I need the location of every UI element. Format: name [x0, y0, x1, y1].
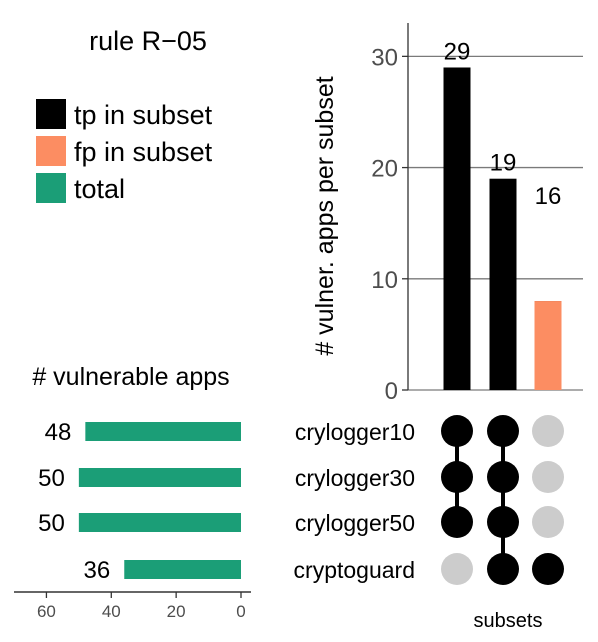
set-size-bar: [78, 468, 241, 487]
set-size-chart: # vulnerable apps 48 50 50 36 60 40 20 0: [14, 363, 251, 621]
legend-label-fp: fp in subset: [74, 137, 213, 167]
set-name-label: crylogger30: [295, 465, 415, 491]
set-size-title: # vulnerable apps: [32, 363, 229, 391]
legend-swatch-total: [36, 173, 66, 203]
bar-fp: [534, 301, 562, 390]
legend-label-tp: tp in subset: [74, 100, 213, 130]
matrix-dot-active: [532, 553, 564, 585]
matrix-dot-active: [487, 506, 519, 538]
chart-title: rule R−05: [89, 26, 207, 56]
set-name-label: cryptoguard: [294, 557, 415, 583]
set-size-tick-label: 60: [37, 602, 56, 621]
matrix-dot-active: [487, 461, 519, 493]
legend-swatch-fp: [36, 136, 66, 166]
legend-label-total: total: [74, 174, 125, 204]
set-size-tick-label: 0: [236, 602, 245, 621]
legend-swatch-tp: [36, 99, 66, 129]
y-axis-label: # vulner. apps per subset: [311, 76, 339, 355]
matrix-dot-inactive: [532, 415, 564, 447]
set-name-label: crylogger50: [295, 510, 415, 536]
matrix-dot-inactive: [532, 506, 564, 538]
matrix-dot-active: [441, 461, 473, 493]
matrix-dot-active: [441, 415, 473, 447]
y-axis-ticks: 0 10 20 30: [371, 23, 409, 405]
set-name-label: crylogger10: [295, 419, 415, 445]
y-tick-label: 10: [371, 267, 398, 294]
set-size-bars: 48 50 50 36: [38, 419, 241, 584]
set-size-ticks: 60 40 20 0: [37, 592, 246, 621]
matrix-dot-active: [487, 553, 519, 585]
set-size-bar: [85, 422, 241, 441]
set-size-tick-label: 20: [167, 602, 186, 621]
bar-tp: [489, 178, 517, 390]
y-tick-label: 20: [371, 156, 398, 183]
matrix-dot-inactive: [441, 553, 473, 585]
y-tick-label: 30: [371, 44, 398, 71]
set-size-value-label: 50: [38, 465, 65, 492]
membership-matrix: [441, 415, 564, 585]
set-size-value-label: 50: [38, 510, 65, 537]
matrix-xlabel: subsets: [474, 610, 543, 632]
bar-value-label: 16: [535, 183, 562, 210]
set-size-value-label: 36: [84, 557, 111, 584]
bar-value-label: 29: [444, 38, 471, 65]
set-names: crylogger10 crylogger30 crylogger50 cryptog…: [294, 419, 415, 583]
legend: tp in subset fp in subset total: [36, 99, 213, 204]
set-size-bar: [124, 560, 241, 579]
set-size-value-label: 48: [45, 419, 72, 446]
bar-tp: [443, 67, 471, 390]
intersection-bar-chart: # vulner. apps per subset 0 10 20 30 29 19 16: [311, 23, 583, 405]
bars: 29 19 16: [443, 38, 562, 390]
y-tick-label: 0: [385, 378, 398, 405]
bar-value-label: 19: [490, 150, 517, 177]
set-size-bar: [78, 513, 241, 532]
matrix-dot-active: [487, 415, 519, 447]
matrix-dot-inactive: [532, 461, 564, 493]
matrix-dot-active: [441, 506, 473, 538]
set-size-tick-label: 40: [102, 602, 121, 621]
